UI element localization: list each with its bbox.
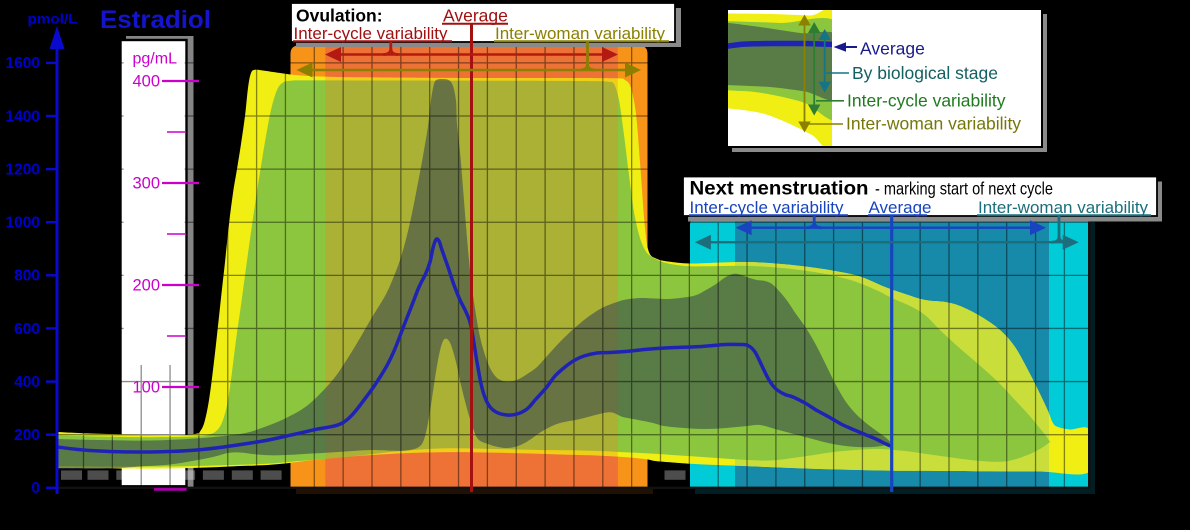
svg-text:Inter-woman variability: Inter-woman variability <box>495 24 666 43</box>
svg-text:1200: 1200 <box>6 161 40 178</box>
svg-text:Estradiol: Estradiol <box>100 6 211 34</box>
svg-text:600: 600 <box>14 321 40 338</box>
svg-text:200: 200 <box>14 427 40 444</box>
svg-text:- marking start of next cycle: - marking start of next cycle <box>875 179 1053 199</box>
svg-text:400: 400 <box>14 374 40 391</box>
svg-text:1600: 1600 <box>6 55 40 72</box>
svg-text:400: 400 <box>132 73 160 91</box>
svg-text:1400: 1400 <box>6 108 40 125</box>
svg-text:Next menstruation: Next menstruation <box>690 179 869 200</box>
svg-text:By biological stage: By biological stage <box>852 63 998 83</box>
svg-text:Average: Average <box>869 198 932 217</box>
svg-text:Average: Average <box>443 6 508 26</box>
svg-text:100: 100 <box>132 379 160 397</box>
svg-text:Inter-cycle variability: Inter-cycle variability <box>294 24 448 43</box>
svg-text:Inter-cycle variability: Inter-cycle variability <box>847 91 1006 111</box>
svg-text:0: 0 <box>31 480 40 497</box>
svg-text:Average: Average <box>860 39 925 59</box>
svg-text:200: 200 <box>132 277 160 295</box>
svg-text:Inter-cycle variability: Inter-cycle variability <box>690 198 844 217</box>
svg-text:300: 300 <box>132 175 160 193</box>
svg-text:pg/mL: pg/mL <box>133 51 178 68</box>
svg-text:Inter-woman variability: Inter-woman variability <box>846 114 1021 134</box>
svg-text:800: 800 <box>14 268 40 285</box>
svg-text:1000: 1000 <box>6 215 40 232</box>
svg-text:Inter-woman variability: Inter-woman variability <box>978 198 1149 217</box>
svg-text:pmol/L: pmol/L <box>28 12 78 27</box>
svg-text:Ovulation:: Ovulation: <box>296 6 383 26</box>
